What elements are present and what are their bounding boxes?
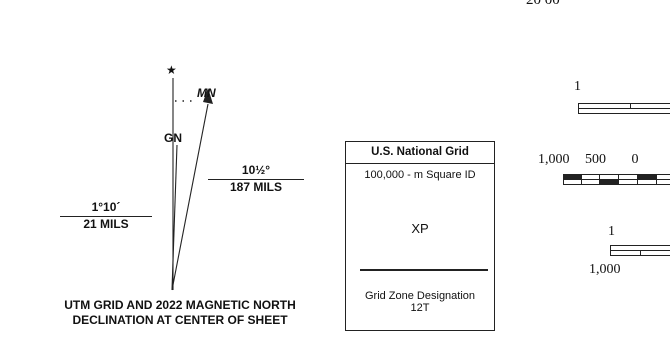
gn-label: GN bbox=[164, 131, 182, 145]
scale-bar1-label: 1 bbox=[574, 79, 581, 94]
declination-caption-line1: UTM GRID AND 2022 MAGNETIC NORTH bbox=[64, 298, 296, 312]
usng-square-id: XP bbox=[411, 221, 429, 236]
scale-bar3-bottom-label: 1,000 bbox=[589, 262, 621, 277]
scale-bar2-labels: 1,000 500 0 bbox=[538, 152, 639, 168]
usng-title: U.S. National Grid bbox=[346, 142, 494, 164]
gn-angle-degrees: 1°10´ bbox=[60, 200, 152, 217]
declination-caption: UTM GRID AND 2022 MAGNETIC NORTH DECLINA… bbox=[30, 298, 330, 328]
usng-gzd-block: Grid Zone Designation 12T bbox=[346, 290, 494, 314]
gn-angle-fraction: 1°10´ 21 MILS bbox=[60, 200, 152, 232]
usng-gzd-value: 12T bbox=[410, 302, 430, 314]
scale-bar-3 bbox=[610, 245, 670, 256]
top-cut-text: 20 00 bbox=[526, 0, 560, 8]
mn-angle-degrees: 10½° bbox=[208, 163, 304, 180]
usng-square-id-label: 100,000 - m Square ID bbox=[364, 169, 476, 181]
usng-gzd-label: Grid Zone Designation bbox=[364, 290, 476, 302]
scale-bar2-label-1000: 1,000 bbox=[538, 152, 570, 167]
gn-angle-mils: 21 MILS bbox=[83, 217, 129, 231]
mn-angle-fraction: 10½° 187 MILS bbox=[208, 163, 304, 195]
usng-box: U.S. National Grid 100,000 - m Square ID… bbox=[345, 141, 495, 331]
mn-label: MN bbox=[197, 86, 216, 100]
mn-angle-mils: 187 MILS bbox=[229, 180, 283, 194]
true-north-star-icon: ★ bbox=[166, 63, 177, 77]
scale-bar-2 bbox=[563, 174, 670, 185]
magnetic-north-line bbox=[171, 103, 209, 291]
scale-bar2-label-500: 500 bbox=[585, 152, 606, 167]
declination-caption-line2: DECLINATION AT CENTER OF SHEET bbox=[72, 313, 288, 327]
scale-bar3-top-label: 1 bbox=[608, 224, 615, 239]
scale-bar2-label-0: 0 bbox=[631, 152, 639, 167]
magnetic-north-arrow-icon bbox=[203, 88, 213, 104]
scale-bar-1 bbox=[578, 103, 670, 114]
usng-divider bbox=[360, 269, 488, 271]
grid-north-line bbox=[171, 144, 178, 291]
